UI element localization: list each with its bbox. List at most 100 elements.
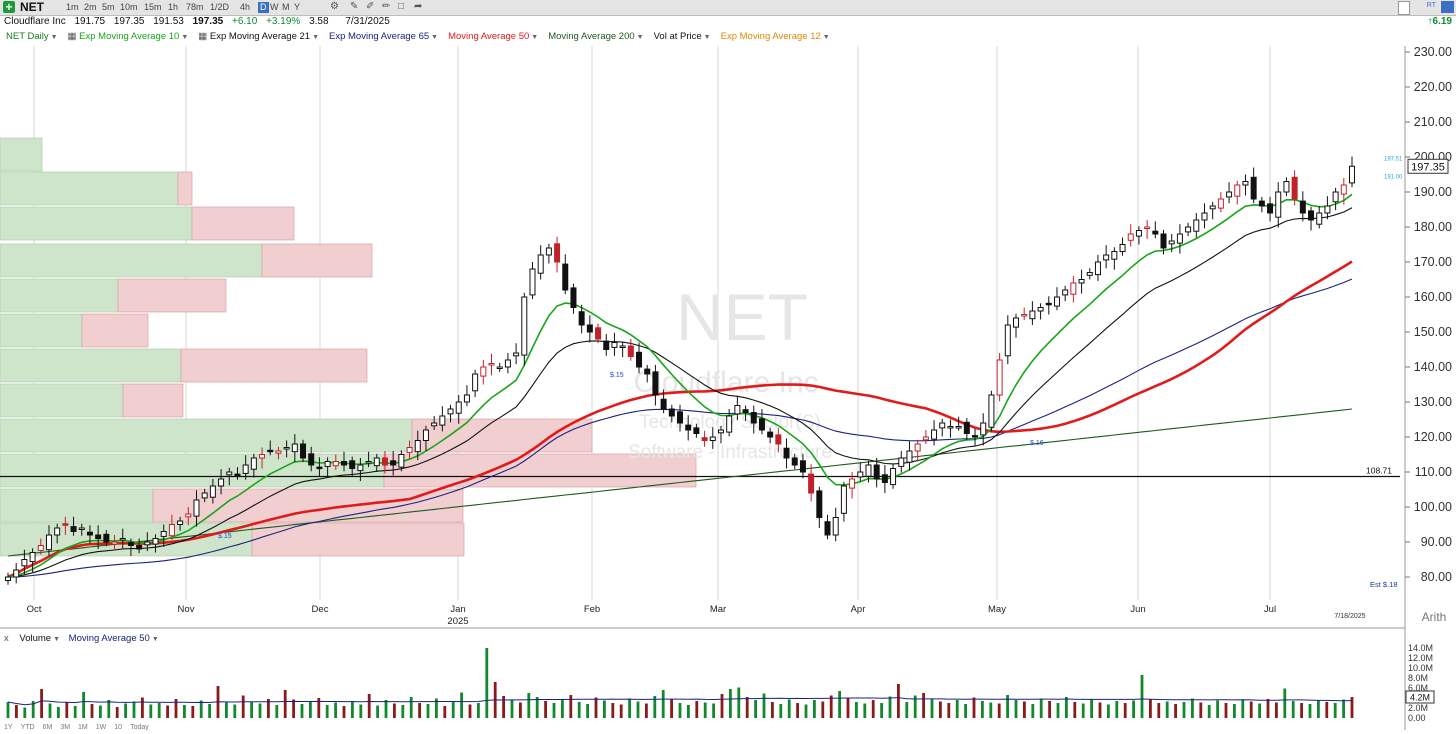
volume-tick-label: 14.0M xyxy=(1408,643,1433,653)
timeframe-4h[interactable]: 4h xyxy=(240,2,251,12)
volume-bar xyxy=(1014,700,1018,718)
study-legend-item[interactable]: ▦ Exp Moving Average 10 ▼ xyxy=(68,31,189,42)
study-legend-item[interactable]: NET Daily ▼ xyxy=(6,31,58,42)
range-button[interactable]: YTD xyxy=(20,724,35,731)
candle-body xyxy=(1299,200,1306,214)
volume-bar xyxy=(1023,701,1026,718)
chevron-down-icon[interactable]: ▼ xyxy=(431,34,439,41)
volume-bar xyxy=(1115,701,1119,718)
timeframe-W[interactable]: W xyxy=(270,2,279,12)
chevron-down-icon[interactable]: ▼ xyxy=(151,636,159,643)
volume-bar xyxy=(23,707,27,718)
range-button[interactable]: Today xyxy=(130,724,149,731)
candle-body xyxy=(791,457,798,466)
range-button[interactable]: 6M xyxy=(42,724,53,731)
earnings-label: $.16 xyxy=(1030,440,1044,447)
timeframe-M[interactable]: M xyxy=(282,2,290,12)
volume-tick-label: 12.0M xyxy=(1408,653,1433,663)
chevron-down-icon[interactable]: ▼ xyxy=(181,34,189,41)
range-button[interactable]: 3M xyxy=(60,724,71,731)
volume-bar xyxy=(157,703,161,718)
candle-body xyxy=(840,485,847,514)
chevron-down-icon[interactable]: ▼ xyxy=(531,34,539,41)
chevron-down-icon[interactable]: ▼ xyxy=(822,34,830,41)
chevron-down-icon[interactable]: ▼ xyxy=(703,34,711,41)
timeframe-Y[interactable]: Y xyxy=(294,2,301,12)
note-icon[interactable]: □ xyxy=(398,1,405,12)
layout-icon[interactable] xyxy=(1398,1,1410,15)
range-button[interactable]: 1W xyxy=(95,724,107,731)
study-legend-item[interactable]: Exp Moving Average 65 ▼ xyxy=(329,31,438,42)
time-axis: Oct Nov Dec Jan Feb Mar Apr May Jun Jul 2025 7/18/2… xyxy=(27,604,1366,627)
volume-bar xyxy=(275,705,279,718)
month-grid xyxy=(0,46,1406,730)
volume-bar xyxy=(888,696,892,718)
volume-title[interactable]: Volume xyxy=(19,633,52,644)
last-price-box xyxy=(1407,158,1449,174)
chevron-down-icon[interactable]: ▼ xyxy=(312,34,319,41)
candle-body xyxy=(693,427,700,434)
vap-bar-red xyxy=(261,243,373,278)
study-legend-item[interactable]: ▦ Exp Moving Average 21 ▼ xyxy=(198,31,319,42)
chevron-down-icon[interactable]: ▼ xyxy=(50,34,58,41)
timeframe-1m[interactable]: 1m xyxy=(66,2,79,12)
volume-ma-label[interactable]: Moving Average 50 xyxy=(68,633,150,644)
timeframe-D[interactable]: D xyxy=(258,2,269,13)
draw-tools-icon[interactable]: ✎ xyxy=(350,1,359,12)
timeframe-2m[interactable]: 2m xyxy=(84,2,97,12)
study-legend-item[interactable]: Exp Moving Average 12 ▼ xyxy=(721,31,830,42)
volume-bar xyxy=(855,702,858,718)
timeframe-1h[interactable]: 1h xyxy=(168,2,179,12)
study-legend-item[interactable]: Moving Average 50 ▼ xyxy=(448,31,538,42)
timeframe-78m[interactable]: 78m xyxy=(186,2,204,12)
study-legend-item[interactable]: Vol at Price ▼ xyxy=(654,31,711,42)
estimate-label: Est $.18 xyxy=(1370,580,1398,589)
candle-body xyxy=(1021,314,1028,317)
chart-settings-icon[interactable]: ⚙ xyxy=(330,1,339,12)
close-panel-icon[interactable]: x xyxy=(4,633,9,644)
candle-body xyxy=(668,408,675,417)
candle-body xyxy=(422,429,429,441)
chevron-down-icon[interactable]: ▼ xyxy=(53,636,61,643)
brush-icon[interactable]: ✐ xyxy=(366,1,375,12)
pen-icon[interactable]: ✏ xyxy=(382,1,391,12)
candle-body xyxy=(308,453,315,466)
timeframe-5m[interactable]: 5m xyxy=(102,2,115,12)
candle-body xyxy=(1135,230,1142,237)
candle-body xyxy=(955,426,962,429)
volume-bar xyxy=(989,702,993,718)
candle-body xyxy=(890,468,897,486)
volume-bar xyxy=(670,699,673,718)
volume-bar xyxy=(132,701,136,718)
study-legend-item[interactable]: Moving Average 200 ▼ xyxy=(548,31,643,42)
volume-bar xyxy=(359,704,363,718)
share-arrow-icon[interactable]: ➦ xyxy=(414,1,423,12)
timeframe-10m[interactable]: 10m xyxy=(120,2,138,12)
volume-bar xyxy=(376,705,379,718)
range-button[interactable]: 10 xyxy=(114,724,123,731)
range-button[interactable]: 1Y xyxy=(4,724,13,731)
candle-body xyxy=(726,415,733,433)
volume-bar xyxy=(552,703,556,718)
price-tick-label: 140.00 xyxy=(1414,360,1452,374)
panel-toggle-icon[interactable] xyxy=(1441,1,1454,13)
study-label: Moving Average 50 xyxy=(448,31,530,42)
add-symbol-icon[interactable]: + xyxy=(3,1,15,13)
price-tick-label: 100.00 xyxy=(1414,500,1452,514)
timeframe-15m[interactable]: 15m xyxy=(144,2,162,12)
candle-body xyxy=(496,366,503,369)
range-button[interactable]: 1M xyxy=(78,724,88,731)
earnings-label: $.15 xyxy=(218,533,232,540)
grid-icon[interactable]: ▦ xyxy=(67,31,80,42)
candle-body xyxy=(242,464,249,474)
candle-body xyxy=(1275,191,1282,218)
chevron-down-icon[interactable]: ▼ xyxy=(636,34,644,41)
volume-bar xyxy=(1090,699,1093,718)
symbol-label[interactable]: NET xyxy=(20,0,44,14)
grid-icon[interactable]: ▦ xyxy=(198,31,210,42)
volume-bar xyxy=(1048,701,1051,718)
timeframe-1-2D[interactable]: 1/2D xyxy=(210,2,230,12)
volume-bar xyxy=(292,699,295,718)
